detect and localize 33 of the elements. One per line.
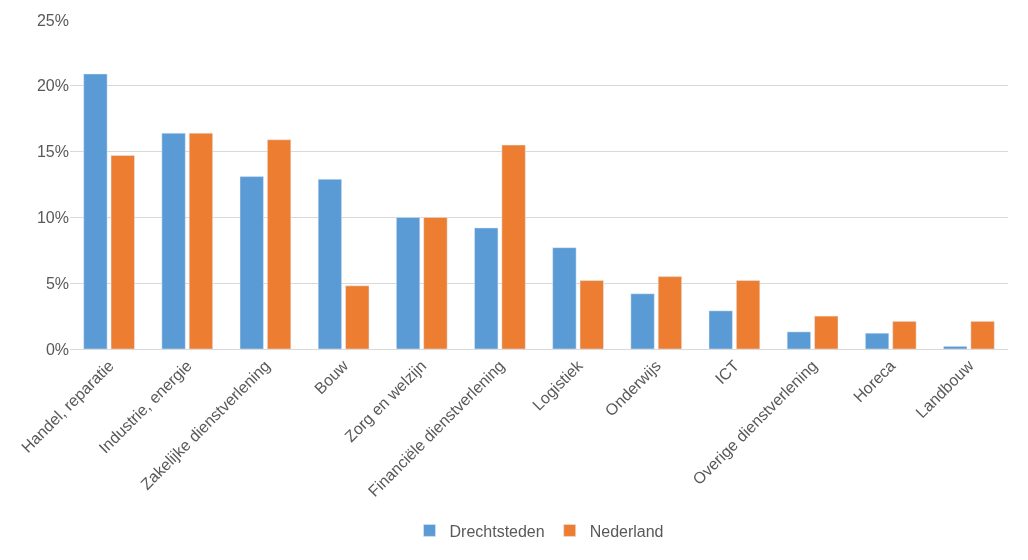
bar [657,276,682,349]
y-tick-label: 15% [36,143,69,161]
legend-label: Drechtsteden [449,522,545,540]
bar [345,285,370,349]
bar [317,178,342,349]
bar [630,293,655,349]
bar [579,280,604,349]
bar [708,310,733,349]
bar [970,321,995,349]
bar [267,139,292,349]
y-tick-label: 10% [36,209,69,226]
bar [552,247,577,349]
bar [736,280,761,349]
bar [161,132,186,349]
y-tick-label: 0% [45,340,69,358]
bar [865,332,890,349]
bar [239,176,264,349]
bar [814,315,839,349]
y-tick-label: 5% [45,274,69,292]
bar [396,217,421,349]
y-tick-label: 20% [36,77,69,95]
bar [474,227,499,349]
bar [943,346,968,349]
bar [83,73,108,349]
bar [423,217,448,349]
bar [786,331,811,349]
x-tick-label: ICT [711,356,743,388]
bar [110,155,135,349]
legend-label: Nederland [589,522,664,540]
bar [892,321,917,349]
y-tick-label: 25% [36,11,69,29]
bar [188,132,213,349]
bar [501,144,526,349]
